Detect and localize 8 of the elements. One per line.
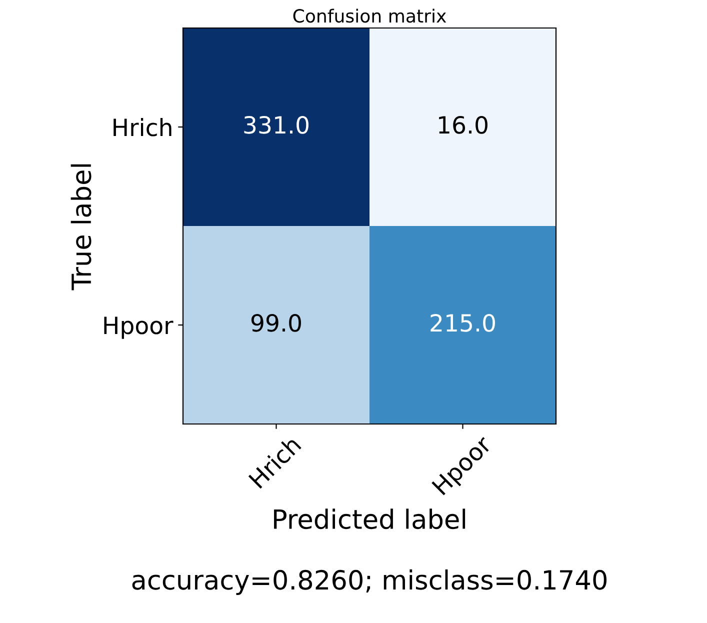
x-axis-title: Predicted label <box>274 508 466 530</box>
text: accuracy=0.8260; misclass=0.1740 <box>132 569 607 595</box>
data-label: 331.0 <box>244 116 308 134</box>
data-label: 99.0 <box>251 314 301 332</box>
data-label: 16.0 <box>439 116 488 134</box>
data-label: 215.0 <box>430 314 495 332</box>
chart-title: Confusion matrix <box>293 8 446 23</box>
y-axis-title: True label <box>70 164 92 290</box>
